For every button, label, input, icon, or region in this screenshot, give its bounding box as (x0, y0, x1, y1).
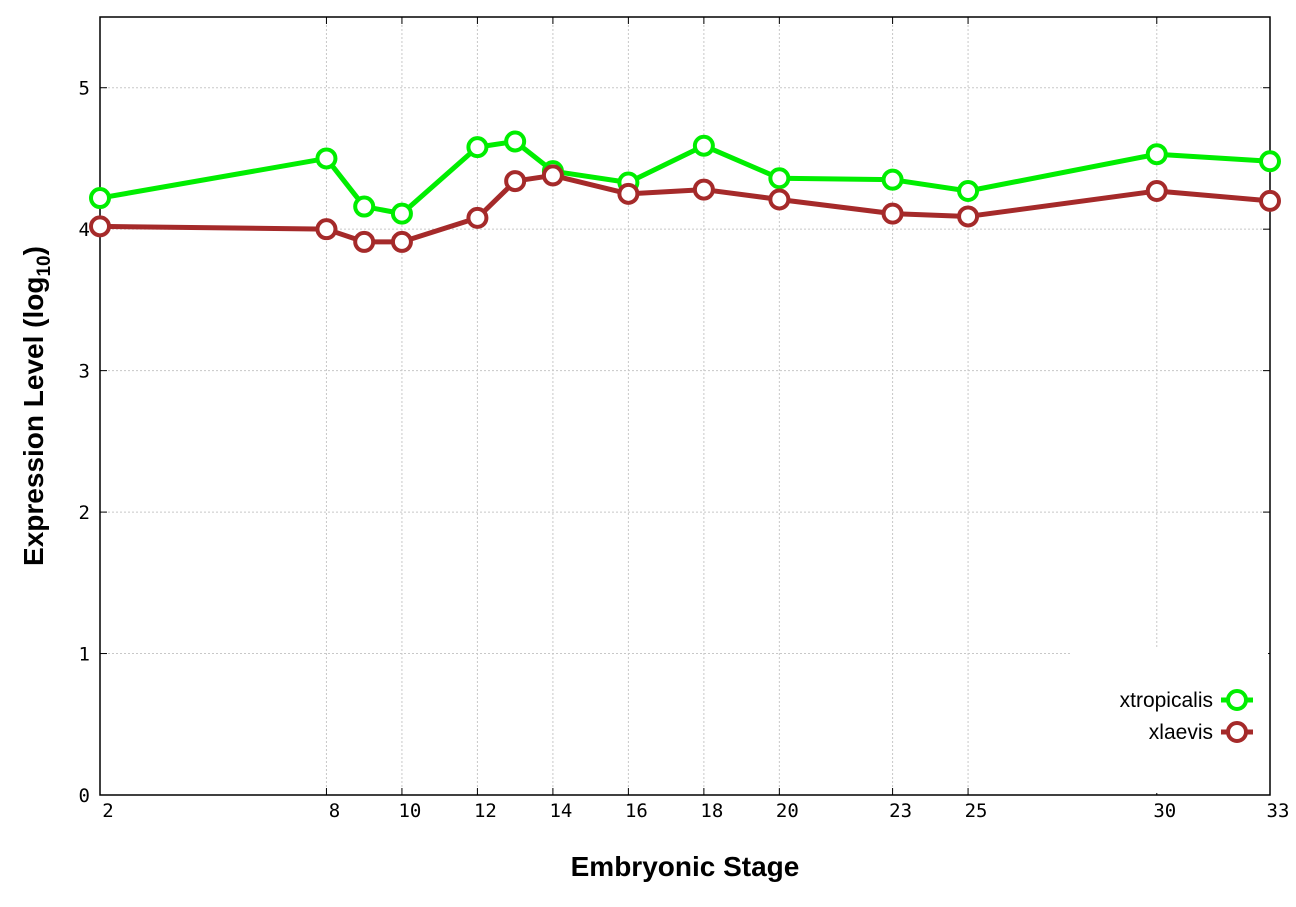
data-point-xlaevis (504, 170, 527, 193)
y-axis-title-subscript: 10 (34, 255, 55, 276)
y-tick-label: 2 (79, 502, 90, 524)
series-line-xtropicalis (99, 138, 1271, 217)
data-point-xlaevis (692, 178, 715, 201)
data-point-xtropicalis (692, 134, 715, 157)
data-point-xlaevis (881, 202, 904, 225)
y-axis-title-close: ) (18, 246, 49, 255)
data-point-xtropicalis (353, 195, 376, 218)
legend-label-xtropicalis: xtropicalis (1120, 689, 1213, 712)
x-tick-label: 10 (398, 800, 421, 822)
data-point-xlaevis (353, 230, 376, 253)
legend-swatch-marker-xlaevis (1226, 721, 1248, 743)
x-tick-label: 8 (329, 800, 340, 822)
data-point-xlaevis (1259, 189, 1281, 212)
data-point-xtropicalis (466, 136, 489, 159)
x-tick-label: 30 (1153, 800, 1176, 822)
x-tick-label: 16 (625, 800, 648, 822)
y-axis-title: Expression Level (log10) (18, 246, 55, 566)
data-point-xtropicalis (768, 167, 791, 190)
x-axis-title: Embryonic Stage (571, 851, 800, 882)
series-line-xlaevis (99, 172, 1271, 245)
y-tick-label: 0 (79, 785, 90, 807)
data-point-xlaevis (541, 164, 564, 187)
x-tick-label: 18 (700, 800, 723, 822)
data-point-xlaevis (1145, 179, 1168, 202)
data-point-xtropicalis (881, 168, 904, 191)
y-tick-label: 1 (79, 644, 90, 666)
data-point-xlaevis (617, 182, 640, 205)
y-tick-label: 4 (79, 219, 90, 241)
x-tick-label: 12 (474, 800, 497, 822)
data-point-xlaevis (957, 205, 980, 228)
data-point-xlaevis (466, 206, 489, 229)
y-tick-label: 5 (79, 78, 90, 100)
legend-background (1072, 648, 1268, 793)
legend: xtropicalis xlaevis (1072, 648, 1268, 793)
data-point-xtropicalis (504, 130, 527, 153)
y-axis-title-main: Expression Level (log (18, 277, 49, 566)
y-tick-label: 3 (79, 361, 90, 383)
data-point-xtropicalis (957, 179, 980, 202)
x-tick-label: 2 (102, 800, 113, 822)
x-tick-label: 33 (1267, 800, 1290, 822)
data-point-xtropicalis (89, 187, 111, 210)
data-point-xlaevis (768, 188, 791, 211)
series-xtropicalis (89, 130, 1281, 225)
x-tick-label: 14 (549, 800, 572, 822)
series-xlaevis (89, 164, 1281, 253)
data-point-xtropicalis (315, 147, 338, 170)
series-layer (89, 130, 1281, 253)
data-point-xtropicalis (390, 202, 413, 225)
data-point-xtropicalis (1145, 143, 1168, 166)
x-tick-label: 23 (889, 800, 912, 822)
plot-frame (99, 16, 1271, 796)
x-tick-label: 20 (776, 800, 799, 822)
data-point-xlaevis (89, 215, 111, 238)
data-point-xlaevis (390, 230, 413, 253)
data-point-xtropicalis (1259, 150, 1281, 173)
legend-label-xlaevis: xlaevis (1149, 721, 1213, 744)
x-tick-label: 25 (965, 800, 988, 822)
data-point-xlaevis (315, 218, 338, 241)
legend-swatch-marker-xtropicalis (1226, 689, 1248, 711)
